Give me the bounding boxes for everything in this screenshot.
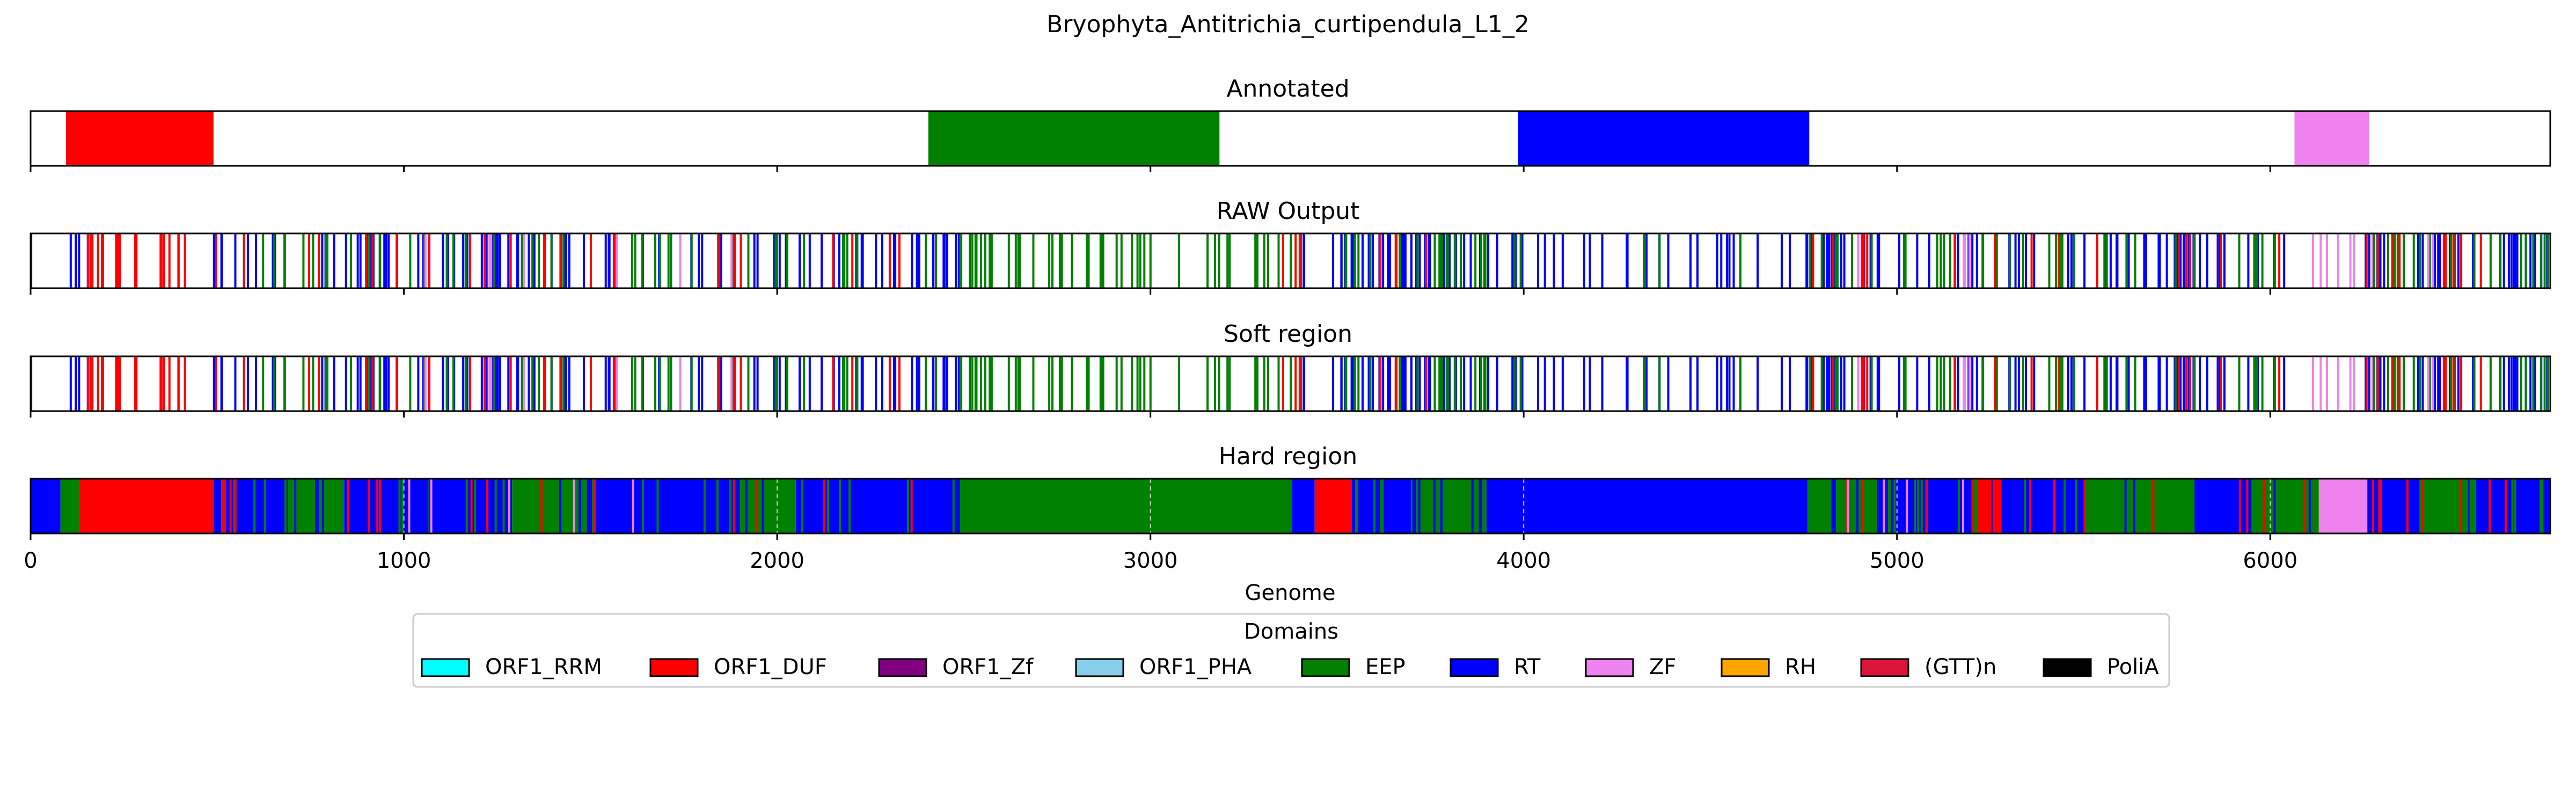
panel-title-raw-output: RAW Output [1217,197,1360,225]
annotated-segment-orf1duf [66,111,214,166]
legend-label-zf: ZF [1649,655,1676,679]
hard-region-segment-rt [1292,479,1315,533]
x-tick-label: 2000 [750,548,804,573]
hard-region-segment-orf1duf [1314,479,1352,533]
panel-soft-region: Soft region [30,320,2551,418]
hard-region-segment-rt [213,479,288,533]
hard-region-segment-orf1duf [79,479,214,533]
hard-region-segment-eep [740,479,796,533]
legend-label-orf1duf: ORF1_DUF [714,655,827,679]
legend-swatch-orf1rrm [421,658,470,677]
annotated-frame [30,110,2551,167]
panel-title-hard-region: Hard region [1219,443,1357,470]
soft-region-frame [30,355,2551,412]
hard-region-segment-rt [2001,479,2084,533]
x-tick-label: 6000 [2243,548,2297,573]
panel-title-soft-region: Soft region [1224,320,1352,348]
legend-swatch-eep [1301,658,1350,677]
panel-annotated: Annotated [30,75,2551,172]
legend-label-gttn: (GTT)n [1924,655,1996,679]
hard-region-segment-eep [60,479,79,533]
x-tick-label: 1000 [377,548,431,573]
annotated-segment-zf [2294,111,2369,166]
x-tick-label: 4000 [1496,548,1551,573]
legend-swatch-orf1zf [878,658,927,677]
legend-title: Domains [1244,619,1338,644]
hard-region-segment-eep [512,479,587,533]
legend-label-rh: RH [1785,655,1816,679]
hard-region-segment-eep [1807,479,1878,533]
hard-region-marks [31,479,2550,533]
hard-region-segment-rt [1878,479,1972,533]
legend-entries: ORF1_RRM ORF1_DUF ORF1_Zf ORF1_PHA EEP RT ZF RH… [421,655,2159,679]
x-axis-label: Genome [1245,581,1335,605]
legend-label-orf1rrm: ORF1_RRM [485,655,602,679]
annotated-marks [66,111,2369,166]
legend-swatch-zf [1585,658,1634,677]
legend-swatch-rt [1450,658,1499,677]
hard-region-ticks [30,533,2271,540]
panel-title-annotated: Annotated [1226,75,1349,103]
legend-swatch-orf1pha [1075,658,1124,677]
legend-swatch-gttn [1860,658,1909,677]
legend-label-orf1pha: ORF1_PHA [1139,655,1252,679]
figure-title: Bryophyta_Antitrichia_curtipendula_L1_2 [1046,11,1529,38]
panel-hard-region: Hard region [30,443,2551,540]
soft-region-marks [30,356,2549,411]
legend-swatch-polia [2043,658,2092,677]
panel-raw-output: RAW Output [30,197,2551,295]
soft-region-ticks [30,411,2271,418]
hard-region-segment-rt [344,479,513,533]
x-tick-label: 0 [24,548,37,573]
legend-label-orf1zf: ORF1_Zf [942,655,1034,679]
x-tick-label: 5000 [1870,548,1924,573]
legend: Domains ORF1_RRM ORF1_DUF ORF1_Zf ORF1_PHA E… [412,613,2170,688]
raw-output-marks [30,233,2549,288]
hard-region-segment-rt [31,479,61,533]
hard-region-segment-rt [795,479,960,533]
annotated-segment-rt [1518,111,1810,166]
legend-swatch-orf1duf [649,658,699,677]
hard-region-grid [403,479,2271,533]
annotated-segment-eep [928,111,1220,166]
hard-region-segment-rt [587,479,740,533]
raw-output-frame [30,232,2551,289]
legend-label-eep: EEP [1365,655,1406,679]
hard-region-segment-eep [1411,479,1487,533]
raw-output-ticks [30,288,2271,295]
x-tick-label: 3000 [1123,548,1178,573]
hard-region-frame [30,478,2551,535]
hard-region-segment-rt [2367,479,2420,533]
hard-region-segment-eep [960,479,1292,533]
annotated-ticks [30,166,2271,172]
legend-label-rt: RT [1514,655,1541,679]
hard-region-segment-rt [2196,479,2252,533]
legend-label-polia: PoliA [2107,655,2159,679]
hard-region-segment-eep [2083,479,2196,533]
hard-region-segment-zf [2318,479,2368,533]
x-axis-tick-labels: 0 1000 2000 3000 4000 5000 6000 [24,548,2297,573]
hard-region-segment-rt [1486,479,1807,533]
legend-swatch-rh [1721,658,1770,677]
